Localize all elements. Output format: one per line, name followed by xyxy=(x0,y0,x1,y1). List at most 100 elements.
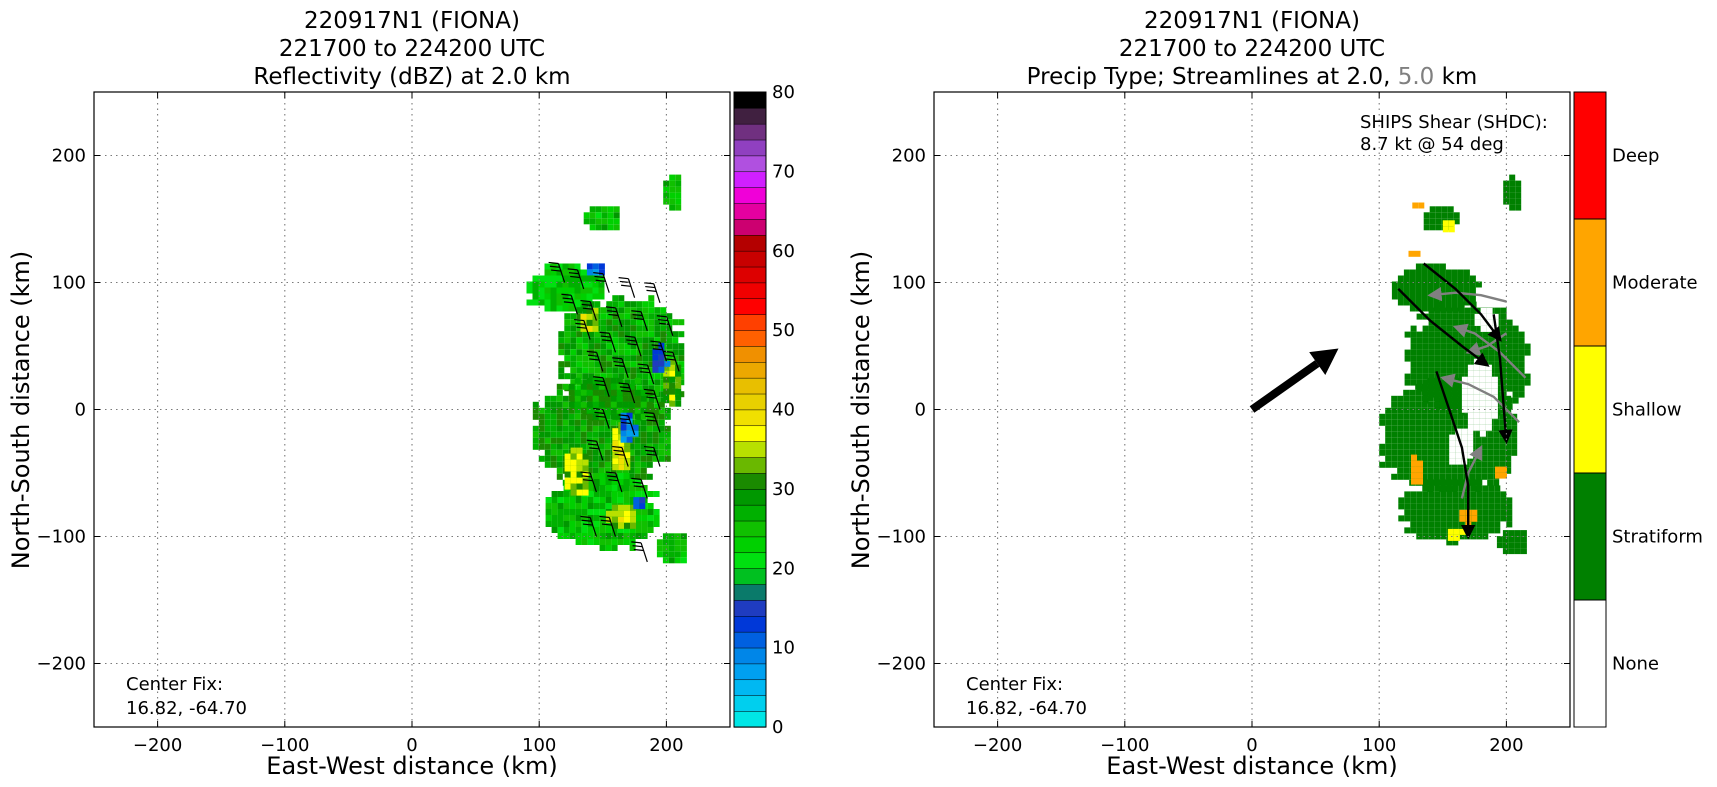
echo-cell-4-3-14 xyxy=(550,461,557,468)
echo-cell-4-18-7 xyxy=(640,419,647,426)
wind-barb-flag-1-1 xyxy=(568,272,579,275)
wind-barb-flag-29-1 xyxy=(632,481,643,484)
precip-cell-4-21-6 xyxy=(1505,413,1512,420)
precip-cell-2-7-4 xyxy=(1433,287,1440,294)
precip-cell-2-6-0 xyxy=(1427,263,1434,270)
precip-cell-2-0-4 xyxy=(1391,287,1398,294)
precip-cell-4-3-6 xyxy=(1397,413,1404,420)
echo-cell-1-2-3 xyxy=(675,192,682,199)
echo-cell-4-4-12 xyxy=(556,449,563,456)
precip-cell-4-9-14 xyxy=(1433,461,1440,468)
echo-cell-4-11-11 xyxy=(598,443,605,450)
wind-barb-17 xyxy=(663,350,680,372)
wind-barb-staff-25 xyxy=(621,447,629,467)
echo-cell-4-15-3 xyxy=(622,395,629,402)
precip-cell-3-6-2 xyxy=(1440,313,1447,320)
precip-cell-4-1-11 xyxy=(1385,443,1392,450)
echo-cell-4-10-6 xyxy=(592,413,599,420)
echo-cell-4-5-9 xyxy=(562,431,569,438)
precip-cell-4-9-11 xyxy=(1433,443,1440,450)
echo-cell-3-3-12 xyxy=(576,367,583,374)
echo-cell-6-1-2 xyxy=(662,545,669,552)
precip-cell-5-12-4 xyxy=(1470,503,1477,510)
echo-cell-3-8-11 xyxy=(606,361,613,368)
echo-cell-4-3-6 xyxy=(550,413,557,420)
echo-cell-1-1-2 xyxy=(669,186,676,193)
echo-cell-3-5-11 xyxy=(588,361,595,368)
precip-cell-2-12-2 xyxy=(1463,275,1470,282)
wind-barb-staff-28 xyxy=(615,472,623,493)
echo-cell-4-19-4 xyxy=(646,401,653,408)
echo-cell-0-4-3 xyxy=(607,224,614,231)
echo-cell-4-10-8 xyxy=(592,425,599,432)
echo-cell-2-5-5 xyxy=(556,293,563,300)
precip-cell-3-18-12 xyxy=(1512,373,1519,380)
echo-cell-3-19-11 xyxy=(672,361,679,368)
wind-barb-flag-12-2 xyxy=(627,343,638,346)
precip-cell-7-2-7 xyxy=(1473,400,1480,407)
precip-cell-4-5-12 xyxy=(1409,449,1416,456)
precip-cell-4-13-6 xyxy=(1457,413,1464,420)
echo-cell-4-1-7 xyxy=(538,419,545,426)
precip-cell-4-14-7 xyxy=(1463,419,1470,426)
cbar-tick-label-4: 40 xyxy=(772,400,795,421)
echo-cell-4-7-7 xyxy=(574,419,581,426)
echo-cell-4-17-10 xyxy=(634,437,641,444)
echo-cell-4-18-4 xyxy=(640,401,647,408)
precip-cell-3-5-2 xyxy=(1434,313,1441,320)
wind-barb-8 xyxy=(631,310,648,331)
echo-cell-2-9-5 xyxy=(580,293,587,300)
echo-cell-3-12-12 xyxy=(630,367,637,374)
echo-cell-2-3-0 xyxy=(544,263,551,270)
echo-cell-4-6-1 xyxy=(568,383,575,390)
echo-cell-4-17-2 xyxy=(634,389,641,396)
echo-cell-3-13-13 xyxy=(636,373,643,380)
echo-cell-12-1-0 xyxy=(626,412,633,419)
precip-cell-4-11-8 xyxy=(1445,425,1452,432)
echo-cell-4-4-3 xyxy=(556,395,563,402)
cbar-tick-label-1: 10 xyxy=(772,638,795,659)
echo-cell-2-6-3 xyxy=(562,281,569,288)
wind-barbs xyxy=(548,261,680,563)
echo-cell-7-0-5 xyxy=(612,452,619,459)
precip-cell-6-4-2 xyxy=(1520,542,1527,549)
echo-cell-3-2-13 xyxy=(570,373,577,380)
echo-cell-2-3-7 xyxy=(544,305,551,312)
echo-cell-4-7-10 xyxy=(574,437,581,444)
wind-barb-staff-20 xyxy=(653,390,661,410)
echo-cell-8-0-6 xyxy=(564,483,571,490)
echo-cell-3-6-8 xyxy=(594,343,601,350)
echo-cell-4-2-12 xyxy=(544,449,551,456)
echo-cell-15-1-1 xyxy=(639,503,646,510)
echo-cell-3-2-8 xyxy=(570,343,577,350)
echo-cell-5-2-4 xyxy=(557,497,564,503)
echo-cell-4-13-2 xyxy=(610,389,617,396)
echo-cell-4-12-5 xyxy=(604,407,611,414)
precip-cell-4-12-3 xyxy=(1451,395,1458,402)
cbar-swatch-9 xyxy=(733,568,767,585)
precip-cell-4-9-8 xyxy=(1433,425,1440,432)
precip-cell-16-0-0 xyxy=(1442,220,1449,227)
precip-cell-3-4-4 xyxy=(1428,325,1435,332)
echo-cell-4-9-2 xyxy=(586,389,593,396)
wind-barb-staff-8 xyxy=(640,311,648,331)
echo-cell-4-3-7 xyxy=(550,419,557,426)
echo-cell-3-15-8 xyxy=(648,343,655,350)
precip-cell-4-0-12 xyxy=(1379,449,1386,456)
precip-cell-2-7-0 xyxy=(1433,263,1440,270)
precip-cell-5-8-5 xyxy=(1446,509,1453,516)
echo-cell-4-5-7 xyxy=(562,419,569,426)
echo-cell-6-1-1 xyxy=(662,539,669,546)
precip-cell-3-7-5 xyxy=(1446,331,1453,338)
echo-cell-4-21-5 xyxy=(658,407,665,414)
echo-cell-3-3-2 xyxy=(576,307,583,314)
echo-cell-5-9-1 xyxy=(599,479,606,485)
precip-cell-3-7-10 xyxy=(1446,361,1453,368)
precip-cell-4-9-5 xyxy=(1433,407,1440,414)
precip-cell-4-8-6 xyxy=(1427,413,1434,420)
wind-barb-16 xyxy=(637,363,655,385)
precip-cell-4-12-5 xyxy=(1451,407,1458,414)
echo-cell-4-9-6 xyxy=(586,413,593,420)
echo-cell-3-10-7 xyxy=(618,337,625,344)
precip-cell-7-4-8 xyxy=(1485,406,1492,413)
